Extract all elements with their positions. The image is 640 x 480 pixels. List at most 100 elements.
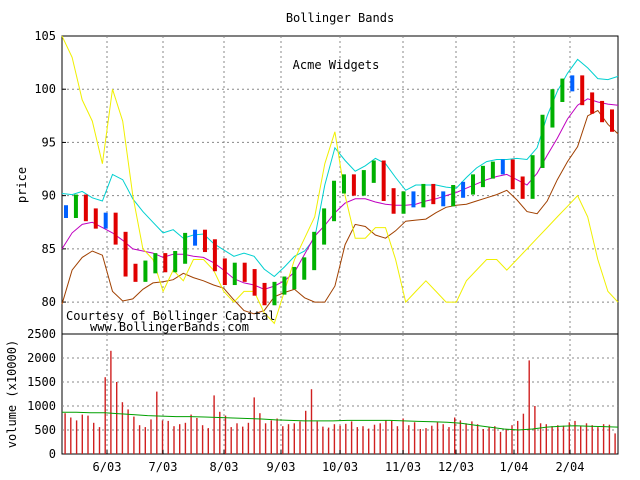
price-bar	[550, 89, 555, 128]
volume-bar	[310, 389, 313, 454]
volume-bar	[93, 422, 95, 454]
price-y-tick-label: 105	[34, 29, 56, 43]
price-bar	[600, 100, 605, 123]
volume-bar	[385, 420, 387, 454]
volume-bar	[459, 420, 462, 454]
volume-panel: 0 500 1000 1500 2000 2500 6/03 7/03 8/03 9/03 10/…	[5, 327, 619, 474]
volume-bar	[201, 425, 204, 454]
price-bar	[341, 174, 346, 194]
price-bar	[202, 229, 207, 253]
price-bar	[312, 231, 317, 271]
price-bar	[292, 266, 297, 290]
price-bar	[332, 180, 337, 222]
credit-line-2: www.BollingerBands.com	[90, 320, 249, 334]
price-bar	[302, 257, 307, 280]
volume-bar	[362, 426, 364, 454]
volume-bar	[287, 424, 290, 454]
volume-bar	[253, 397, 255, 454]
volume-bar	[425, 428, 427, 454]
price-y-tick-label: 85	[42, 242, 56, 256]
volume-bar	[161, 420, 164, 454]
price-y-tick-label: 95	[42, 135, 56, 149]
price-bar	[143, 260, 148, 282]
volume-bar	[138, 425, 141, 454]
credit-line-1: Courtesy of Bollinger Capital	[66, 309, 276, 323]
volume-bar	[110, 350, 112, 454]
volume-bar	[413, 422, 416, 454]
price-bar	[64, 205, 68, 218]
price-bar	[232, 262, 237, 286]
volume-y-ticks: 0 500 1000 1500 2000 2500	[27, 327, 56, 461]
volume-bar	[247, 422, 250, 454]
volume-bar	[270, 420, 272, 454]
price-panel-frame	[61, 35, 619, 335]
volume-bar	[528, 360, 530, 454]
price-bar	[212, 239, 217, 272]
volume-bar	[213, 395, 215, 454]
volume-bar	[98, 427, 101, 454]
price-bar	[193, 229, 198, 246]
volume-bar	[557, 425, 559, 454]
volume-bar	[70, 417, 72, 454]
x-axis-ticks: 6/03 7/03 8/03 9/03 10/03 11/03 12/03 1/04 2/04	[93, 450, 584, 474]
price-bar	[480, 165, 485, 188]
x-tick-label: 12/03	[438, 460, 474, 474]
volume-bar	[597, 427, 599, 454]
volume-bar	[322, 426, 324, 454]
volume-bar	[602, 424, 605, 454]
price-bar	[361, 170, 366, 196]
volume-bar	[196, 418, 198, 454]
volume-bar	[305, 410, 307, 454]
volume-bar	[368, 428, 370, 454]
price-bar	[93, 208, 98, 229]
series-upper-band	[61, 58, 619, 278]
price-bar	[83, 194, 88, 222]
volume-bar	[585, 423, 588, 454]
price-bar	[163, 253, 168, 273]
volume-bar	[534, 406, 536, 454]
volume-bar	[454, 417, 456, 454]
price-y-ticks: 80 85 90 95 100 105	[34, 29, 66, 309]
volume-bar	[494, 426, 496, 454]
volume-bar	[173, 426, 175, 454]
x-tick-label: 11/03	[385, 460, 421, 474]
price-bar	[222, 258, 227, 286]
x-tick-label: 8/03	[210, 460, 239, 474]
price-bar	[153, 253, 158, 274]
volume-y-tick-label: 2000	[27, 351, 56, 365]
price-bar	[540, 114, 545, 168]
volume-y-tick-label: 1000	[27, 399, 56, 413]
volume-bar	[511, 425, 513, 454]
price-bar	[490, 161, 495, 179]
price-bar	[441, 191, 446, 207]
volume-bar	[465, 423, 467, 454]
volume-bar	[316, 421, 318, 454]
price-y-axis-label: price	[15, 167, 29, 203]
volume-bar	[373, 424, 376, 454]
volume-bar	[442, 424, 444, 454]
volume-bar	[436, 422, 439, 454]
series-volume-average	[62, 411, 619, 431]
volume-bar	[179, 424, 181, 454]
volume-bar	[276, 418, 278, 454]
price-bar	[322, 208, 327, 245]
volume-y-tick-label: 500	[34, 423, 56, 437]
volume-bar	[327, 427, 330, 454]
volume-bar	[505, 429, 507, 454]
volume-bar	[127, 409, 129, 454]
price-bar	[282, 276, 287, 295]
volume-bar	[333, 424, 336, 454]
price-bar	[351, 174, 356, 196]
price-bar	[371, 160, 376, 183]
volume-bar	[614, 433, 616, 454]
volume-bar	[104, 377, 106, 454]
price-panel: 80 85 90 95 100 105 Acme Widgets Courtesy of …	[15, 29, 619, 335]
volume-bar	[551, 426, 553, 454]
volume-bars	[64, 350, 616, 454]
volume-bar	[236, 423, 238, 454]
price-bar	[451, 185, 456, 207]
volume-bar	[219, 411, 221, 454]
volume-bar	[293, 423, 295, 454]
x-tick-label: 9/03	[267, 460, 296, 474]
